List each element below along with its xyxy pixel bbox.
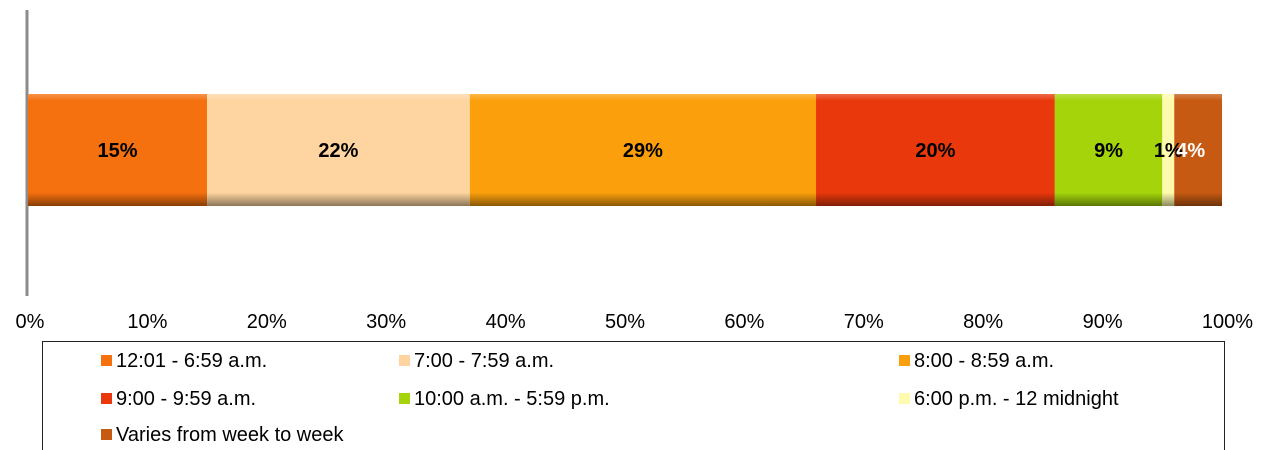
x-tick-label-10: 100% — [1202, 311, 1253, 333]
legend: 12:01 - 6:59 a.m. 7:00 - 7:59 a.m. 8:00 - … — [42, 341, 1225, 450]
legend-item-1: 12:01 - 6:59 a.m. — [101, 349, 267, 373]
x-tick-label-9: 90% — [1083, 311, 1123, 333]
legend-item-6: 6:00 p.m. - 12 midnight — [899, 387, 1119, 411]
x-tick-label-8: 80% — [963, 311, 1003, 333]
x-tick-label-0: 0% — [16, 311, 45, 333]
legend-label: 6:00 p.m. - 12 midnight — [914, 388, 1119, 410]
data-label-3: 29% — [623, 140, 663, 162]
x-tick-label-7: 70% — [844, 311, 884, 333]
legend-swatch — [101, 355, 112, 366]
x-tick-label-3: 30% — [366, 311, 406, 333]
legend-label: 12:01 - 6:59 a.m. — [116, 350, 267, 372]
legend-swatch — [899, 393, 910, 404]
legend-label: 8:00 - 8:59 a.m. — [914, 350, 1054, 372]
legend-label: Varies from week to week — [116, 424, 344, 446]
x-tick-label-1: 10% — [127, 311, 167, 333]
legend-label: 7:00 - 7:59 a.m. — [414, 350, 554, 372]
data-label-4: 20% — [915, 140, 955, 162]
legend-label: 9:00 - 9:59 a.m. — [116, 388, 256, 410]
legend-swatch — [399, 393, 410, 404]
legend-item-2: 7:00 - 7:59 a.m. — [399, 349, 554, 373]
legend-swatch — [101, 393, 112, 404]
legend-swatch — [101, 429, 112, 440]
x-tick-label-5: 50% — [605, 311, 645, 333]
legend-item-5: 10:00 a.m. - 5:59 p.m. — [399, 387, 610, 411]
legend-item-7: Varies from week to week — [101, 423, 344, 447]
data-label-2: 22% — [318, 140, 358, 162]
legend-swatch — [399, 355, 410, 366]
legend-label: 10:00 a.m. - 5:59 p.m. — [414, 388, 610, 410]
legend-swatch — [899, 355, 910, 366]
x-tick-label-6: 60% — [724, 311, 764, 333]
x-tick-label-2: 20% — [247, 311, 287, 333]
data-label-7: 4% — [1176, 140, 1205, 162]
stacked-bar-chart: 15% 22% 29% 20% 9% 1%4% 0% 10% 20% 30% 40% 50% 60% 7… — [0, 0, 1262, 340]
data-label-5: 9% — [1094, 140, 1123, 162]
data-label-1: 15% — [98, 140, 138, 162]
legend-item-4: 9:00 - 9:59 a.m. — [101, 387, 256, 411]
legend-item-3: 8:00 - 8:59 a.m. — [899, 349, 1054, 373]
x-tick-label-4: 40% — [486, 311, 526, 333]
x-axis-ticks: 0% 10% 20% 30% 40% 50% 60% 70% 80% 90% 100% — [16, 311, 1254, 333]
